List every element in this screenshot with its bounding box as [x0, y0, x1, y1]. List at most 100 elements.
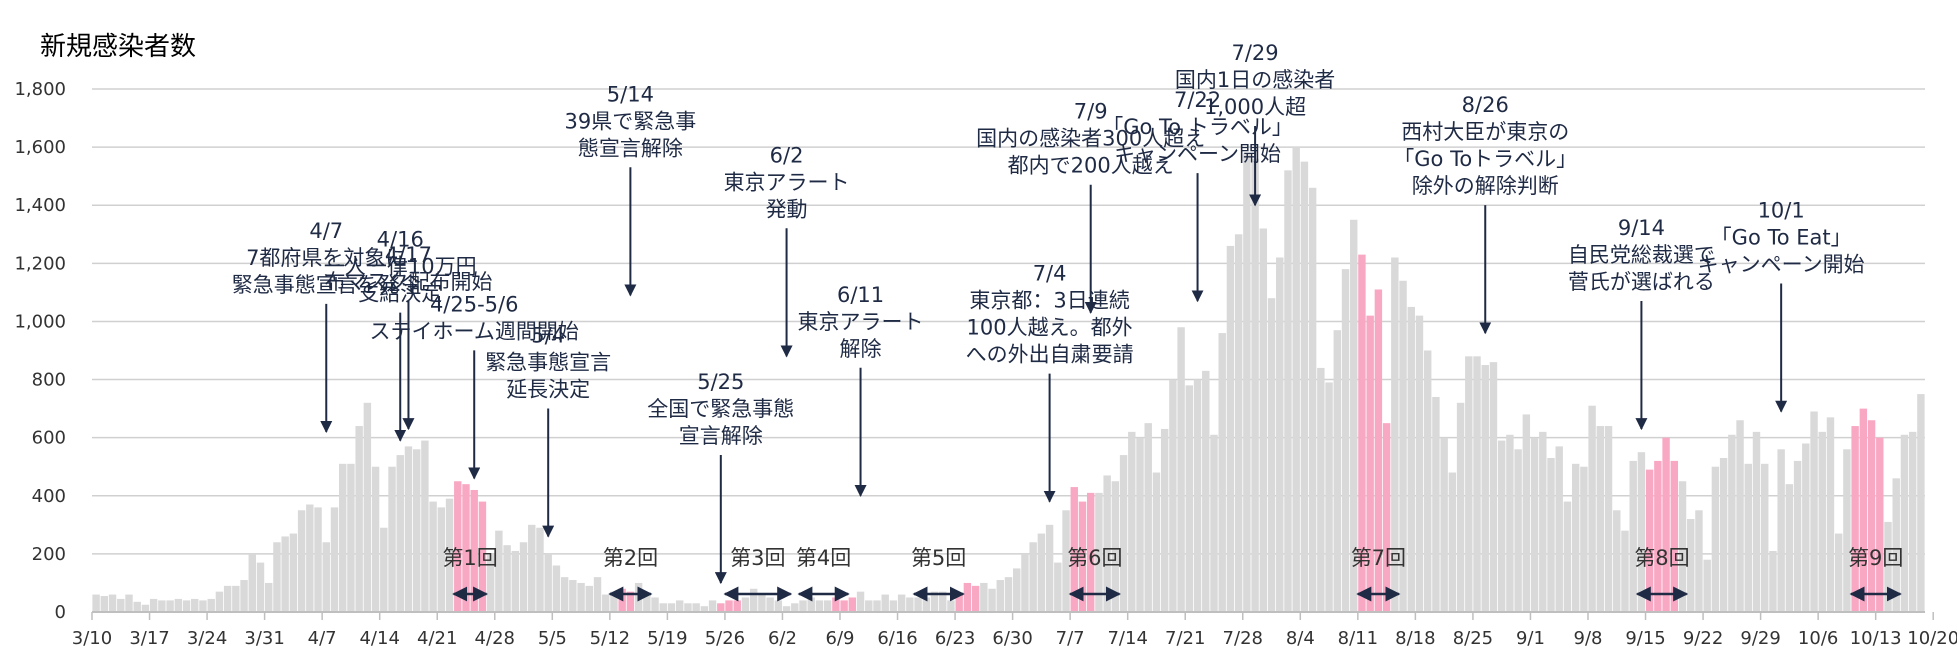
wave-label: 第3回 — [730, 546, 785, 570]
bar — [1728, 434, 1736, 612]
bar — [1259, 228, 1268, 612]
x-tick-label: 9/29 — [1740, 628, 1780, 649]
x-tick-label: 6/23 — [935, 628, 975, 649]
annotation: 7/29 国内1日の感染者 1,000人超 — [1175, 41, 1335, 207]
bar — [1366, 315, 1374, 612]
annotation-line: 一人一律10万円 — [324, 255, 477, 279]
bar — [133, 601, 141, 612]
y-tick-label: 600 — [32, 428, 66, 449]
annotation-line: 100人越え。都外 — [967, 316, 1133, 340]
bar — [873, 600, 881, 612]
annotation-line: 10/1 — [1758, 199, 1805, 223]
bar — [577, 582, 585, 612]
bar — [1744, 463, 1752, 612]
bar — [1810, 411, 1818, 612]
bar — [207, 598, 215, 612]
bar — [1185, 385, 1194, 612]
bar — [906, 597, 914, 612]
bar — [1900, 434, 1909, 612]
annotation-line: 除外の解除判断 — [1412, 174, 1559, 198]
bar — [602, 594, 610, 612]
x-tick-label: 6/2 — [768, 628, 797, 649]
annotation-line: 都内で200人越え — [1008, 154, 1174, 178]
bar — [1144, 423, 1152, 612]
bar — [1596, 426, 1605, 612]
wave-label: 第7回 — [1351, 546, 1406, 570]
bar — [338, 463, 347, 612]
bar — [1448, 472, 1457, 612]
bar — [552, 565, 561, 612]
bar — [462, 484, 470, 612]
bar — [1555, 446, 1563, 612]
bar — [265, 582, 273, 612]
bar — [1785, 484, 1794, 612]
bar — [1539, 431, 1547, 612]
x-tick-label: 6/9 — [826, 628, 855, 649]
bar — [971, 585, 980, 612]
annotation-line: 7/9 — [1074, 100, 1108, 124]
bar — [922, 597, 931, 612]
bar — [1317, 367, 1325, 612]
bar — [536, 527, 544, 612]
wave-label: 第8回 — [1634, 546, 1689, 570]
bar — [1292, 147, 1300, 612]
bar — [791, 603, 799, 612]
x-tick-label: 3/17 — [129, 628, 169, 649]
x-tick-label: 4/28 — [475, 628, 515, 649]
wave-label: 第2回 — [603, 546, 658, 570]
bar — [560, 577, 569, 612]
bar — [848, 597, 857, 612]
bar — [404, 446, 413, 612]
bar — [569, 580, 577, 612]
x-axis: 3/10 3/17 3/24 3/31 4/7 4/14 4/21 4/28 5/5 5/12 5/… — [72, 611, 1957, 649]
bar — [1695, 510, 1703, 612]
annotation-line: 「Go Toトラベル」 — [1393, 147, 1577, 171]
bar — [158, 600, 166, 612]
bar — [733, 600, 741, 612]
x-tick-label: 5/12 — [590, 628, 630, 649]
bar — [380, 527, 388, 612]
annotation-line: 国内の感染者300人超え — [976, 127, 1205, 151]
bar — [692, 603, 700, 612]
bar — [1358, 254, 1366, 612]
bar — [486, 553, 495, 612]
bar — [355, 426, 363, 612]
annotation-line: 東京アラート — [798, 310, 924, 334]
x-tick-label: 10/13 — [1850, 628, 1902, 649]
y-axis-title: 新規感染者数 — [40, 32, 196, 62]
y-tick-label: 1,200 — [14, 253, 66, 274]
bar — [314, 507, 322, 612]
annotation-line: 態宣言解除 — [578, 136, 683, 160]
annotation-line: 6/2 — [770, 143, 804, 167]
bar — [544, 553, 552, 612]
x-tick-label: 4/14 — [359, 628, 399, 649]
bar — [1432, 396, 1440, 612]
bar — [856, 591, 865, 612]
bar — [980, 582, 988, 612]
annotation-line: 7/29 — [1232, 41, 1279, 65]
wave-label: 第1回 — [442, 546, 497, 570]
bar — [174, 598, 183, 612]
bar — [1892, 478, 1900, 612]
annotation-line: への外出自粛要請 — [966, 343, 1134, 367]
bar — [865, 600, 873, 612]
x-tick-label: 9/15 — [1625, 628, 1665, 649]
bar — [676, 600, 684, 612]
bar — [610, 591, 618, 612]
bar — [1547, 458, 1555, 612]
bar — [454, 481, 462, 612]
x-tick-label: 10/6 — [1798, 628, 1838, 649]
bar — [758, 594, 766, 612]
bar — [1851, 426, 1859, 612]
bar — [495, 530, 503, 612]
bar — [1276, 257, 1284, 612]
bar — [1859, 408, 1868, 612]
bar — [700, 606, 709, 612]
bar — [1341, 269, 1350, 612]
x-tick-label: 6/30 — [992, 628, 1032, 649]
bar — [1530, 437, 1539, 612]
